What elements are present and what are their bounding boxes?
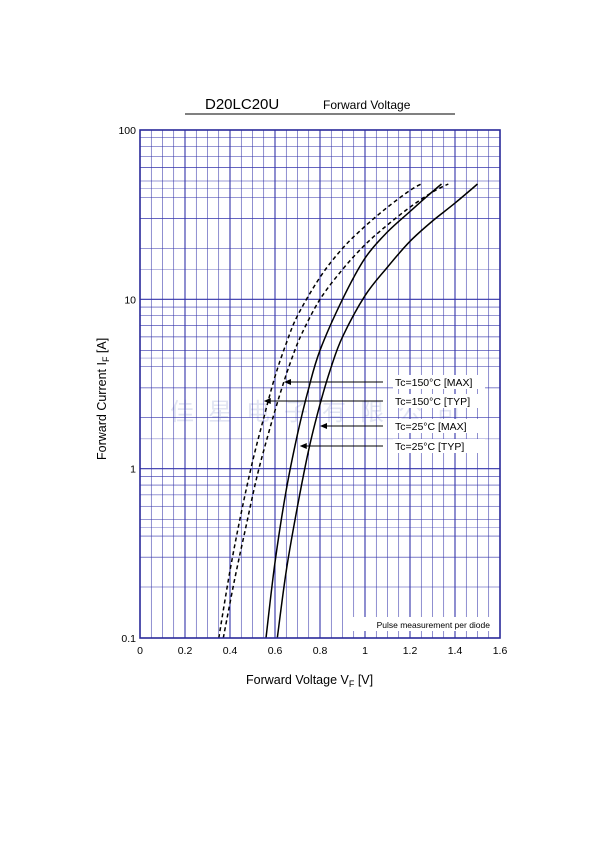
y-tick-label: 100 [118,125,136,137]
x-tick-label: 0.8 [313,645,328,657]
x-axis-label-main: Forward Voltage V [246,673,349,687]
y-tick-label: 0.1 [121,633,136,645]
x-tick-label: 0.4 [223,645,238,657]
chart-title: D20LC20U [205,96,279,113]
x-tick-label: 1.4 [448,645,463,657]
x-axis-label-sub: F [349,679,355,689]
x-tick-label: 1 [362,645,368,657]
series-curve-1 [218,183,422,639]
y-tick-label: 1 [130,464,136,476]
series-label-2: Tc=150°C [TYP] [395,396,470,408]
x-axis-label-unit: [V] [354,673,373,687]
plot-curves [218,183,478,639]
series-label-3: Tc=25°C [MAX] [395,421,467,433]
label-backdrop [393,394,485,408]
x-tick-label: 0.6 [268,645,283,657]
label-arrow-head [299,443,307,449]
series-curve-4 [276,183,478,639]
series-label-1: Tc=150°C [MAX] [395,377,473,389]
label-arrow-head [284,379,291,385]
y-axis-label-sub: F [101,356,111,362]
y-axis-label: Forward Current IF [A] [95,338,111,460]
label-arrow-head [320,423,327,429]
x-tick-label: 1.6 [493,645,508,657]
y-axis-label-unit: [A] [95,338,109,357]
x-tick-label: 0 [137,645,143,657]
x-axis-label: Forward Voltage VF [V] [246,673,373,689]
annotation-backdrop [346,617,494,631]
series-curve-3 [265,183,442,639]
pulse-note: Pulse measurement per diode [377,620,491,630]
y-axis-label-main: Forward Current I [95,362,109,460]
axis-ticks: 0 0.2 0.4 0.6 0.8 1 1.2 1.4 1.6 0.1 1 10 100 [118,125,507,657]
chart-subtitle: Forward Voltage [323,98,411,112]
label-backdrop [393,375,485,389]
series-label-4: Tc=25°C [TYP] [395,441,464,453]
label-arrow-head [263,398,271,404]
x-tick-label: 0.2 [178,645,193,657]
plot-labels: Tc=150°C [MAX] Tc=150°C [TYP] Tc=25°C [MAX… [263,375,485,453]
series-curve-2 [222,183,449,639]
y-tick-label: 10 [124,294,136,306]
label-backdrop [393,439,485,453]
plot-grid [140,130,500,638]
plot-frame [139,129,501,639]
x-tick-label: 1.2 [403,645,418,657]
label-backdrop [393,419,485,433]
